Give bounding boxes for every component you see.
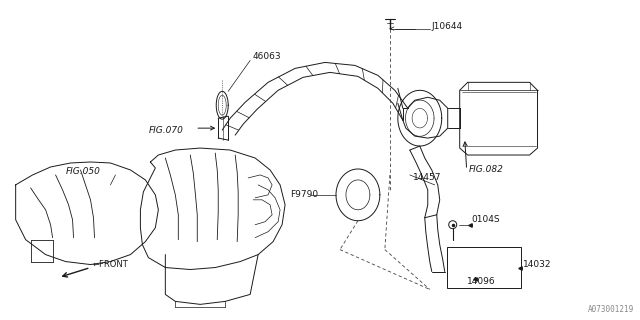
Text: FIG.050: FIG.050 <box>65 167 100 176</box>
Text: 14457: 14457 <box>413 173 442 182</box>
Text: 46063: 46063 <box>252 52 281 61</box>
FancyBboxPatch shape <box>447 247 520 288</box>
Text: ←FRONT: ←FRONT <box>93 260 128 269</box>
Text: 0104S: 0104S <box>472 215 500 224</box>
Text: A073001219: A073001219 <box>588 305 634 314</box>
Text: J10644: J10644 <box>432 22 463 31</box>
Text: FIG.070: FIG.070 <box>148 126 183 135</box>
Text: 14096: 14096 <box>467 277 495 286</box>
Text: FIG.082: FIG.082 <box>468 165 504 174</box>
Text: 14032: 14032 <box>522 260 551 269</box>
Text: F9790: F9790 <box>290 190 318 199</box>
